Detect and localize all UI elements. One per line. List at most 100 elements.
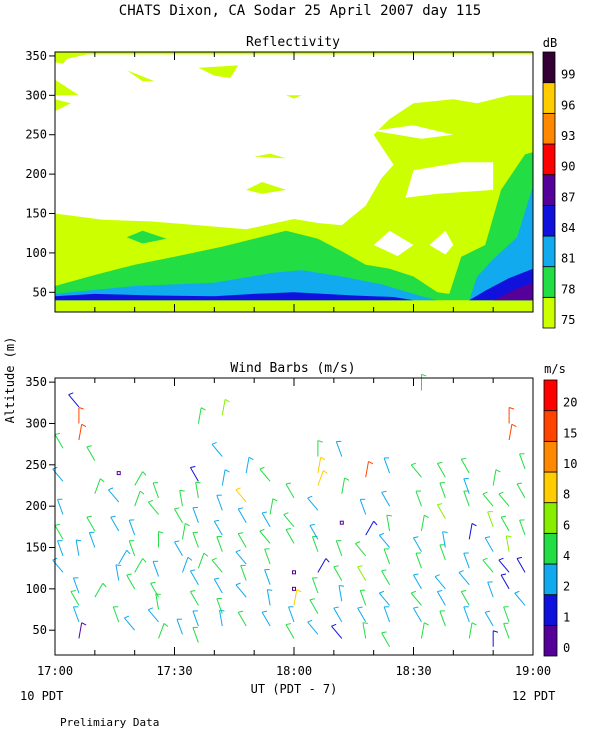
- wind-x-tick-label: 19:00: [515, 664, 551, 678]
- wind-barb: [492, 630, 499, 647]
- wind-barb: [216, 494, 223, 511]
- reflectivity-plot-area: [55, 52, 533, 312]
- right-local-time: 12 PDT: [512, 689, 555, 703]
- wind-barb-staff: [288, 606, 295, 623]
- reflectivity-colorbar-swatch: [542, 174, 556, 206]
- wind-barb: [383, 457, 391, 474]
- wind-barb-staff: [498, 493, 510, 507]
- wind-barb-flag: [203, 552, 209, 557]
- wind-barb-staff: [365, 461, 369, 478]
- wind-barb-staff: [221, 399, 226, 416]
- wind-barb: [365, 520, 378, 536]
- wind-barb: [383, 548, 391, 565]
- wind-barb-flag: [373, 520, 378, 526]
- wind-barb-flag: [238, 610, 244, 613]
- wind-barb-staff: [335, 441, 343, 457]
- wind-barb-staff: [458, 572, 470, 586]
- wind-barb: [110, 515, 120, 532]
- wind-barb-flag: [139, 490, 145, 495]
- wind-barb: [266, 589, 273, 606]
- wind-barb-flag: [224, 399, 230, 403]
- wind-barb-staff: [237, 508, 247, 523]
- wind-barb-flag: [259, 466, 265, 470]
- wind-barb: [174, 507, 183, 523]
- wind-barb: [192, 506, 199, 523]
- wind-barb-staff: [484, 537, 494, 552]
- wind-colorbar-swatch: [543, 502, 558, 534]
- wind-barb-flag: [320, 456, 326, 461]
- wind-barb: [487, 581, 494, 598]
- wind-barb: [338, 585, 345, 602]
- wind-barb-flag: [211, 557, 217, 561]
- wind-barb-flag: [86, 445, 92, 448]
- wind-barb-flag: [379, 532, 385, 536]
- wind-barb-staff: [158, 623, 165, 639]
- reflectivity-colorbar-label: 84: [561, 221, 575, 235]
- wind-colorbar-swatch: [543, 594, 558, 626]
- wind-barb-staff: [285, 529, 295, 544]
- wind-barb-flag: [163, 623, 169, 627]
- wind-barb: [463, 490, 470, 507]
- wind-barb: [288, 606, 295, 623]
- wind-barb-flag: [461, 590, 467, 593]
- wind-barb: [176, 618, 183, 635]
- wind-barb: [381, 631, 391, 647]
- wind-barb-flag: [190, 590, 196, 593]
- wind-barb: [192, 626, 199, 643]
- wind-barb: [519, 519, 526, 536]
- wind-barb-staff: [519, 519, 526, 536]
- wind-barb-flag: [511, 423, 517, 428]
- wind-barb-flag: [309, 523, 315, 526]
- wind-barb-calm: [292, 586, 296, 591]
- wind-barb: [70, 590, 80, 606]
- wind-barb-flag: [187, 556, 193, 561]
- wind-barb-staff: [181, 557, 189, 573]
- wind-barb: [264, 548, 271, 565]
- wind-barb-flag: [296, 589, 302, 593]
- wind-barb: [237, 610, 247, 627]
- wind-barb: [482, 491, 494, 507]
- wind-barb-staff: [508, 424, 513, 441]
- wind-barb: [219, 609, 225, 627]
- wind-barb: [216, 597, 223, 614]
- wind-barb-flag: [368, 461, 374, 465]
- wind-barb: [413, 606, 422, 623]
- wind-barb: [333, 606, 343, 623]
- wind-barb-staff: [357, 566, 367, 581]
- wind-barb: [78, 407, 84, 424]
- wind-barb: [463, 606, 470, 623]
- wind-barb-staff: [285, 624, 295, 639]
- wind-barb: [78, 423, 87, 441]
- wind-barb-flag: [357, 606, 363, 609]
- wind-barb-staff: [519, 453, 526, 470]
- x-axis-label: UT (PDT - 7): [251, 682, 338, 696]
- wind-barb-flag: [54, 523, 60, 526]
- wind-barb-staff: [463, 606, 470, 623]
- wind-barb-flag: [214, 577, 220, 580]
- wind-barb-flag: [458, 570, 464, 573]
- wind-barb: [112, 606, 120, 623]
- wind-barb-flag: [261, 610, 268, 613]
- reflectivity-no-data-region: [55, 54, 533, 285]
- wind-barb-staff: [439, 482, 446, 499]
- wind-barb-flag: [500, 515, 507, 518]
- wind-barb-staff: [381, 570, 391, 585]
- wind-barb: [152, 560, 160, 577]
- wind-barb: [516, 556, 526, 573]
- reflectivity-contour-band: [493, 282, 533, 301]
- wind-barb-flag: [174, 540, 180, 543]
- wind-barb-flag: [224, 469, 230, 473]
- wind-barb-staff: [439, 544, 446, 561]
- wind-barb-flag: [219, 609, 225, 612]
- wind-barb: [331, 623, 343, 639]
- wind-barb: [500, 515, 510, 532]
- wind-barb: [436, 503, 446, 519]
- wind-barb: [261, 610, 271, 627]
- wind-barb-staff: [54, 434, 64, 449]
- reflectivity-colorbar-label: 75: [561, 313, 575, 327]
- wind-barb: [505, 535, 512, 552]
- wind-barb-staff: [216, 495, 223, 511]
- wind-barb-flag: [307, 619, 313, 623]
- wind-colorbar-swatch: [543, 410, 558, 442]
- wind-barb-flag: [495, 469, 501, 473]
